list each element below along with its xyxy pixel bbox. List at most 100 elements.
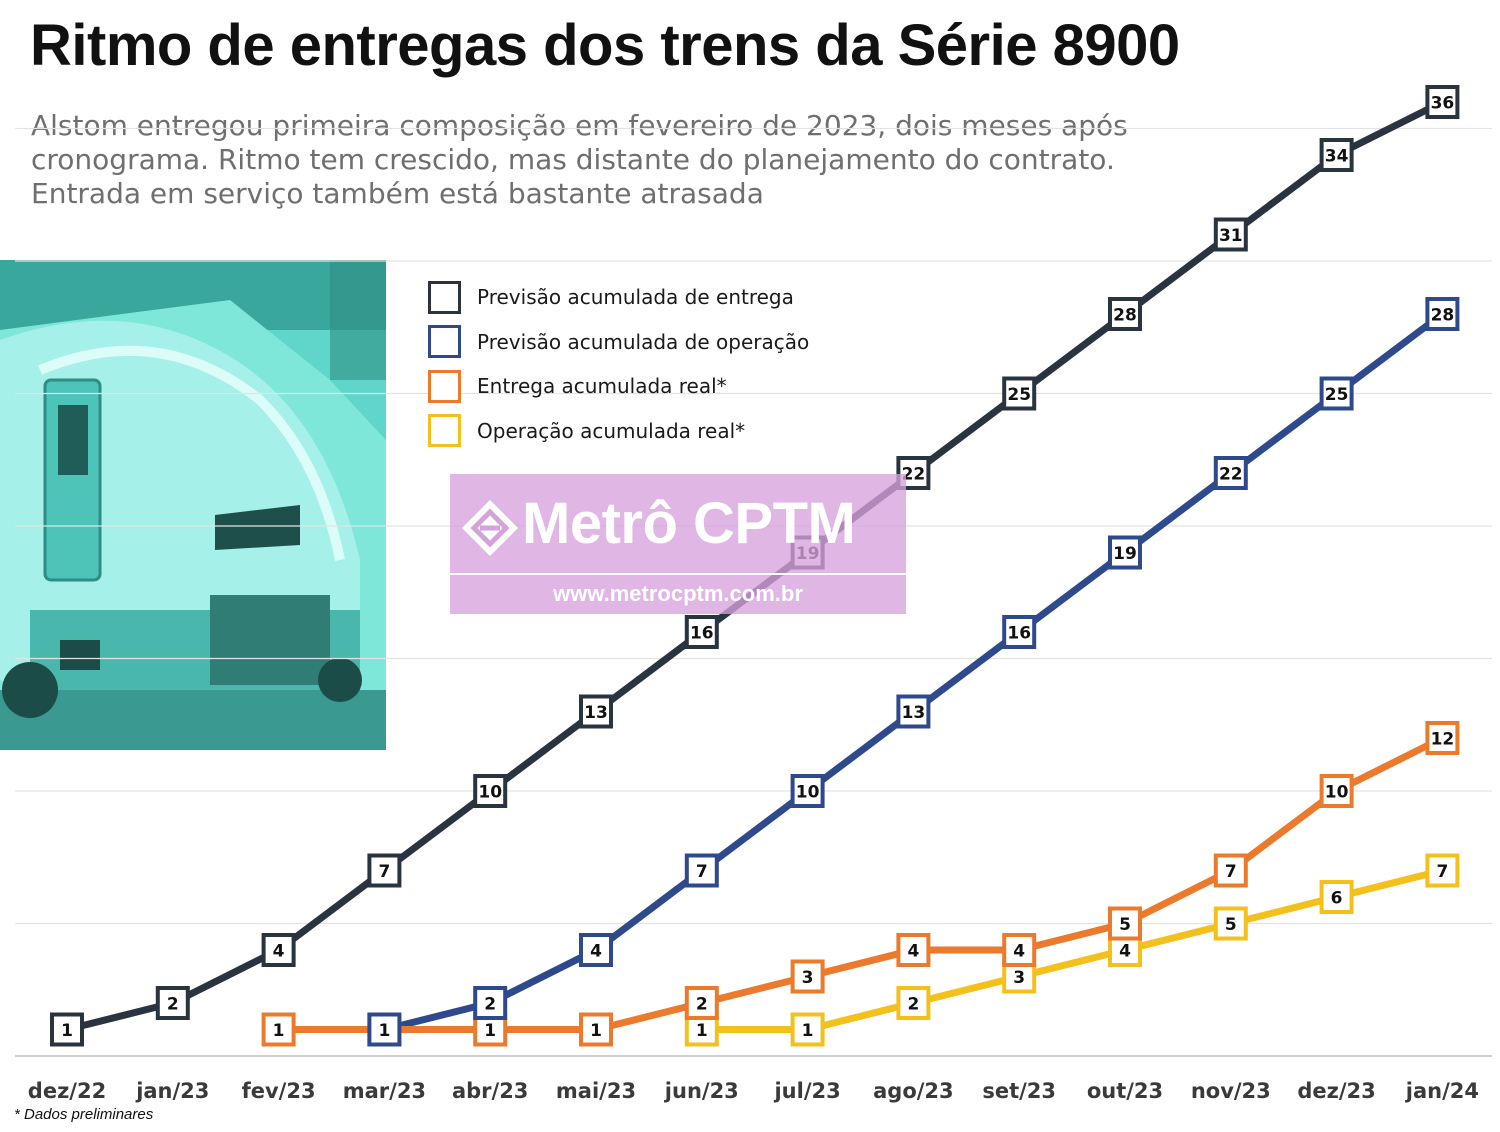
x-tick-label: dez/23	[1297, 1079, 1375, 1103]
x-tick-label: jun/23	[664, 1079, 739, 1103]
data-point: 31	[1213, 217, 1248, 252]
x-tick-label: set/23	[982, 1079, 1056, 1103]
data-point: 4	[261, 933, 296, 967]
data-point: 7	[367, 853, 402, 888]
legend-item-operacao-real: Operação acumulada real*	[428, 409, 809, 454]
data-label: 2	[167, 995, 179, 1015]
data-point: 25	[1319, 376, 1354, 411]
watermark-name: Metrô CPTM	[522, 491, 856, 556]
data-point-marker	[261, 1012, 296, 1047]
data-label: 31	[1219, 226, 1243, 246]
data-label: 5	[1225, 915, 1237, 935]
data-point: 10	[473, 774, 508, 808]
chart-title: Ritmo de entregas dos trens da Série 890…	[30, 13, 1180, 78]
data-point-marker	[1108, 906, 1142, 941]
data-point-marker	[261, 933, 296, 967]
data-label: 25	[1325, 385, 1349, 405]
data-label: 22	[902, 465, 926, 485]
data-point-marker	[1002, 376, 1037, 411]
data-point-marker	[896, 694, 931, 729]
data-point-marker	[1319, 138, 1354, 172]
x-tick-label: out/23	[1087, 1079, 1163, 1103]
series-line-2	[278, 734, 1444, 1033]
data-point: 36	[1425, 85, 1460, 119]
data-point-marker	[1108, 297, 1142, 331]
x-tick-label: dez/22	[28, 1079, 106, 1103]
data-point-marker	[579, 933, 613, 967]
data-label: 10	[1325, 783, 1349, 803]
legend-swatch	[428, 414, 461, 448]
data-point-marker	[1319, 376, 1354, 411]
data-point-marker	[1213, 906, 1248, 941]
footnote: * Dados preliminares	[14, 1106, 154, 1123]
data-point-marker	[1213, 217, 1248, 252]
data-point: 4	[896, 933, 931, 967]
data-point: 22	[1213, 456, 1248, 490]
data-label: 7	[1436, 862, 1448, 882]
data-label: 2	[484, 995, 496, 1015]
legend-swatch	[428, 280, 461, 314]
data-label: 3	[1013, 968, 1025, 988]
data-label: 1	[590, 1021, 602, 1041]
data-point: 1	[579, 1012, 613, 1047]
x-tick-label: jan/24	[1405, 1079, 1479, 1103]
data-point: 2	[684, 986, 719, 1020]
data-label: 19	[1113, 544, 1137, 564]
data-point-marker	[579, 694, 613, 729]
legend: Previsão acumulada de entrega Previsão a…	[428, 275, 809, 453]
data-label: 7	[696, 862, 708, 882]
data-point: 28	[1108, 297, 1142, 331]
data-point-marker	[367, 853, 402, 888]
legend-label: Previsão acumulada de entrega	[477, 285, 794, 310]
data-point: 16	[1002, 615, 1037, 649]
data-point: 7	[684, 853, 719, 888]
data-point: 2	[473, 986, 508, 1020]
data-label: 1	[378, 1021, 390, 1041]
data-point-marker	[896, 933, 931, 967]
data-point: 28	[1425, 297, 1460, 331]
data-point: 7	[1213, 853, 1248, 888]
data-label: 5	[1119, 915, 1131, 935]
data-point-marker	[790, 959, 825, 994]
x-tick-label: jul/23	[773, 1079, 840, 1103]
data-point-marker	[684, 615, 719, 649]
data-point: 1	[367, 1012, 402, 1047]
data-point-marker	[1002, 615, 1037, 649]
data-point-marker	[684, 853, 719, 888]
data-point-marker	[1425, 853, 1460, 888]
data-label: 4	[1013, 942, 1025, 962]
data-point: 4	[1002, 933, 1037, 967]
data-point-marker	[1108, 535, 1142, 570]
data-label: 1	[484, 1021, 496, 1041]
data-label: 28	[1431, 306, 1455, 326]
legend-label: Previsão acumulada de operação	[477, 329, 810, 354]
data-point: 13	[579, 694, 613, 729]
data-label: 34	[1325, 147, 1349, 167]
data-point-marker	[367, 1012, 402, 1047]
data-label: 4	[273, 942, 285, 962]
data-point-marker	[1213, 853, 1248, 888]
data-label: 10	[796, 783, 820, 803]
chart-subtitle: Alstom entregou primeira composição em f…	[31, 109, 1128, 210]
data-label: 10	[478, 783, 502, 803]
data-label: 4	[1119, 942, 1131, 962]
data-point-marker	[155, 986, 190, 1020]
data-label: 1	[696, 1021, 708, 1041]
data-point: 16	[684, 615, 719, 649]
data-label: 6	[1331, 889, 1343, 909]
data-point-marker	[473, 774, 508, 808]
x-tick-label: ago/23	[873, 1079, 954, 1103]
data-label: 22	[1219, 465, 1243, 485]
data-label: 2	[696, 995, 708, 1015]
data-point: 1	[790, 1012, 825, 1047]
data-point: 5	[1108, 906, 1142, 941]
data-label: 2	[907, 995, 919, 1015]
data-point: 2	[155, 986, 190, 1020]
watermark-url: www.metrocptm.com.br	[553, 581, 803, 606]
data-point-marker	[684, 986, 719, 1020]
data-point-marker	[1319, 880, 1354, 914]
metro-cptm-logo-icon	[462, 500, 518, 556]
data-point: 4	[579, 933, 613, 967]
watermark-divider	[450, 573, 906, 575]
x-tick-label: fev/23	[242, 1079, 316, 1103]
